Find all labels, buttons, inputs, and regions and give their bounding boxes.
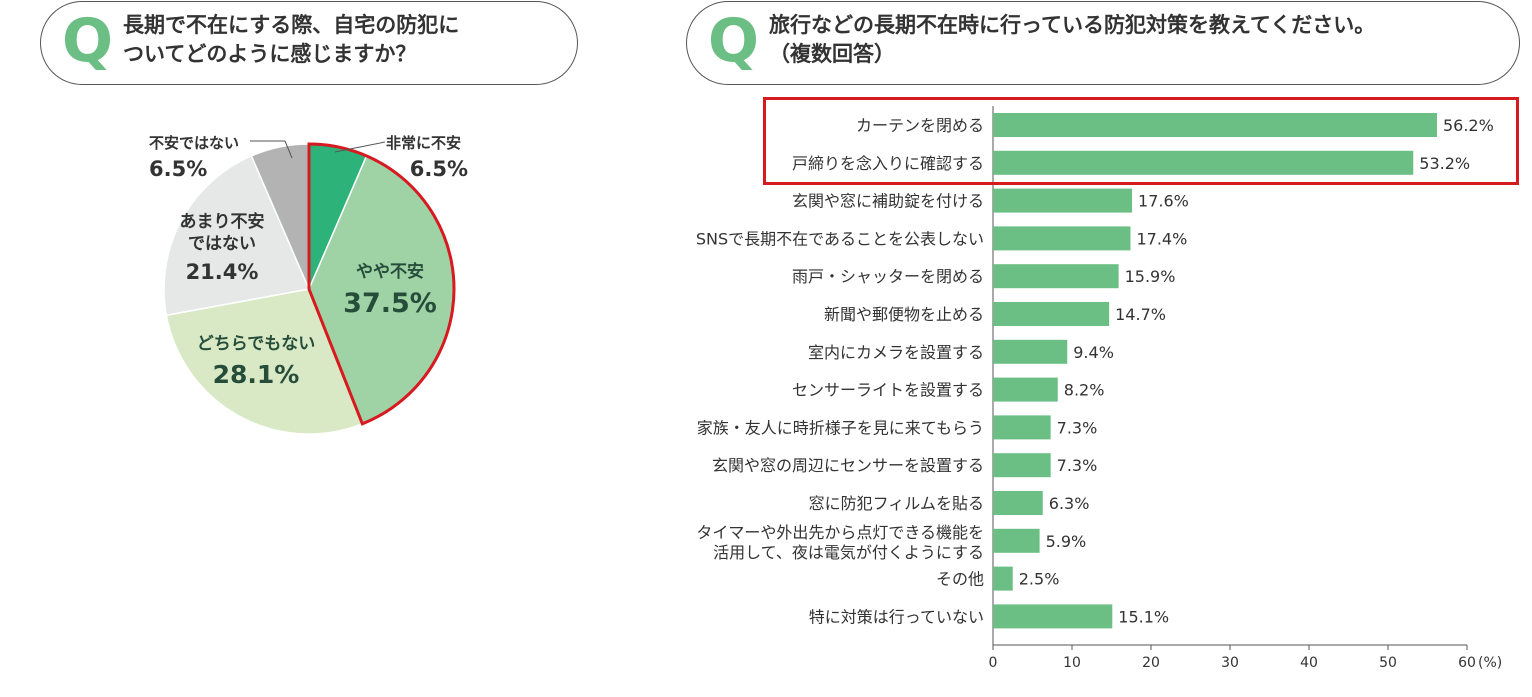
value-label: 15.9% bbox=[1125, 267, 1176, 286]
category-label: 新聞や郵便物を止める bbox=[824, 305, 984, 324]
category-label: 室内にカメラを設置する bbox=[808, 343, 984, 362]
category-label: その他 bbox=[936, 570, 984, 589]
pie-highlight-outline bbox=[307, 142, 456, 426]
pie-value-label: 6.5% bbox=[149, 157, 207, 181]
pie-slice bbox=[165, 288, 364, 435]
bar bbox=[993, 226, 1131, 251]
bar bbox=[993, 264, 1119, 289]
bar bbox=[993, 528, 1040, 553]
category-label: カーテンを閉める bbox=[856, 116, 984, 135]
value-label: 17.6% bbox=[1138, 192, 1189, 211]
x-tick-label: 10 bbox=[1063, 655, 1081, 671]
value-label: 17.4% bbox=[1136, 229, 1187, 248]
value-label: 8.2% bbox=[1064, 381, 1105, 400]
pie-label: どちらでもない bbox=[197, 334, 316, 354]
value-label: 14.7% bbox=[1115, 305, 1166, 324]
x-unit-label: (%) bbox=[1478, 655, 1502, 671]
highlight-box bbox=[763, 97, 1519, 185]
pie-label: あまり不安 bbox=[180, 211, 265, 232]
category-label: 窓に防犯フィルムを貼る bbox=[809, 494, 984, 513]
pie-label: ではない bbox=[188, 234, 256, 254]
bar bbox=[993, 566, 1013, 591]
bar bbox=[993, 150, 1414, 175]
question-box-2: Q 旅行などの長期不在時に行っている防犯対策を教えてください。 （複数回答） bbox=[686, 1, 1520, 85]
value-label: 15.1% bbox=[1118, 607, 1169, 626]
value-label: 7.3% bbox=[1057, 418, 1098, 437]
pie-value-label: 6.5% bbox=[410, 157, 468, 181]
pie-value-label: 21.4% bbox=[186, 260, 259, 284]
category-label: 玄関や窓の周辺にセンサーを設置する bbox=[712, 456, 984, 475]
category-label: SNSで長期不在であることを公表しない bbox=[696, 229, 984, 248]
value-label: 5.9% bbox=[1046, 532, 1087, 551]
q-mark: Q bbox=[62, 6, 114, 76]
bar bbox=[993, 113, 1437, 137]
bar bbox=[993, 339, 1068, 364]
category-label: 特に対策は行っていない bbox=[809, 607, 984, 626]
bar bbox=[993, 491, 1043, 515]
x-tick-label: 20 bbox=[1142, 655, 1160, 671]
pie-value-label: 28.1% bbox=[213, 360, 300, 389]
category-label: タイマーや外出先から点灯できる機能を bbox=[696, 523, 984, 542]
category-label: 家族・友人に時折様子を見に来てもらう bbox=[697, 418, 984, 437]
value-label: 56.2% bbox=[1443, 116, 1494, 135]
category-label: 活用して、夜は電気が付くようにする bbox=[713, 543, 984, 562]
question-2-line-1: 旅行などの長期不在時に行っている防犯対策を教えてください。 bbox=[769, 13, 1376, 37]
x-tick-label: 50 bbox=[1379, 655, 1397, 671]
question-1-line-1: 長期で不在にする際、自宅の防犯に bbox=[123, 13, 460, 37]
category-label: センサーライトを設置する bbox=[792, 381, 984, 400]
pie-value-label: 37.5% bbox=[343, 288, 437, 319]
bar bbox=[993, 188, 1133, 213]
pie-label: 非常に不安 bbox=[386, 134, 461, 152]
x-tick-label: 0 bbox=[989, 655, 998, 671]
bar bbox=[993, 453, 1051, 478]
x-tick-label: 60 bbox=[1458, 655, 1476, 671]
value-label: 7.3% bbox=[1057, 456, 1098, 475]
question-box-1: Q 長期で不在にする際、自宅の防犯に ついてどのように感じますか？ bbox=[40, 1, 578, 85]
question-2-line-2: （複数回答） bbox=[769, 42, 895, 67]
leader-line bbox=[334, 141, 386, 153]
category-label: 戸締りを念入りに確認する bbox=[792, 154, 984, 173]
value-label: 2.5% bbox=[1019, 570, 1060, 589]
bar bbox=[993, 604, 1113, 629]
x-tick-label: 40 bbox=[1300, 655, 1318, 671]
value-label: 53.2% bbox=[1419, 154, 1470, 173]
category-label: 雨戸・シャッターを閉める bbox=[792, 267, 984, 286]
pie-label: 不安ではない bbox=[149, 134, 239, 152]
pie-label: やや不安 bbox=[356, 261, 424, 282]
leader-line bbox=[284, 140, 293, 159]
question-1-line-2: ついてどのように感じますか？ bbox=[123, 42, 417, 67]
value-label: 6.3% bbox=[1049, 494, 1090, 513]
x-tick-label: 30 bbox=[1221, 655, 1239, 671]
value-label: 9.4% bbox=[1073, 343, 1114, 362]
bar bbox=[993, 302, 1110, 326]
category-label: 玄関や窓に補助錠を付ける bbox=[792, 192, 984, 211]
question-text-2: 旅行などの長期不在時に行っている防犯対策を教えてください。 （複数回答） bbox=[769, 11, 1375, 70]
bar bbox=[993, 377, 1058, 402]
bar bbox=[993, 415, 1051, 440]
pie-slice bbox=[163, 154, 311, 317]
question-text-1: 長期で不在にする際、自宅の防犯に ついてどのように感じますか？ bbox=[123, 11, 459, 70]
q-mark: Q bbox=[708, 6, 760, 76]
